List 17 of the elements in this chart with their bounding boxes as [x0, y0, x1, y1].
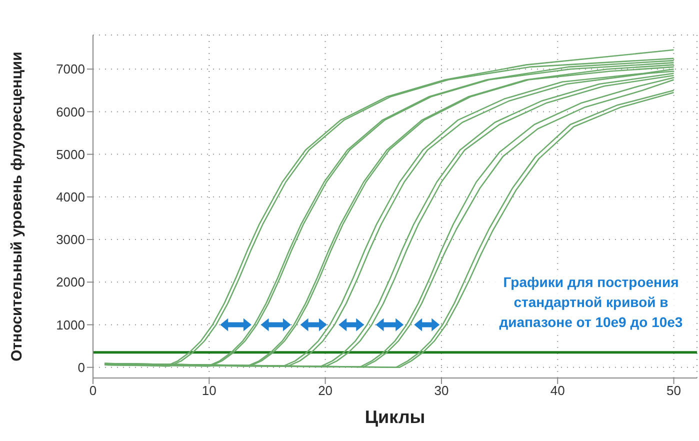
y-tick-label: 7000	[56, 62, 85, 77]
x-tick-label: 10	[202, 383, 216, 398]
y-tick-label: 1000	[56, 317, 85, 332]
annotation: Графики для построения стандартной кривой в диапазоне от 10e9 до 10e3	[486, 272, 696, 332]
x-tick-label: 50	[666, 383, 682, 398]
y-tick-label: 0	[78, 360, 85, 375]
x-tick-label: 40	[550, 383, 565, 398]
y-axis-title: Относительный уровень флуоресценции	[8, 52, 26, 362]
x-axis-title: Циклы	[364, 407, 426, 427]
y-tick-label: 6000	[56, 104, 85, 120]
x-tick-label: 30	[434, 383, 449, 398]
x-tick-label: 20	[318, 383, 333, 398]
y-tick-label: 5000	[56, 146, 85, 162]
x-tick-label: 0	[89, 383, 97, 398]
y-tick-label: 2000	[56, 274, 85, 290]
y-tick-label: 3000	[56, 232, 85, 248]
y-tick-label: 4000	[56, 190, 85, 205]
